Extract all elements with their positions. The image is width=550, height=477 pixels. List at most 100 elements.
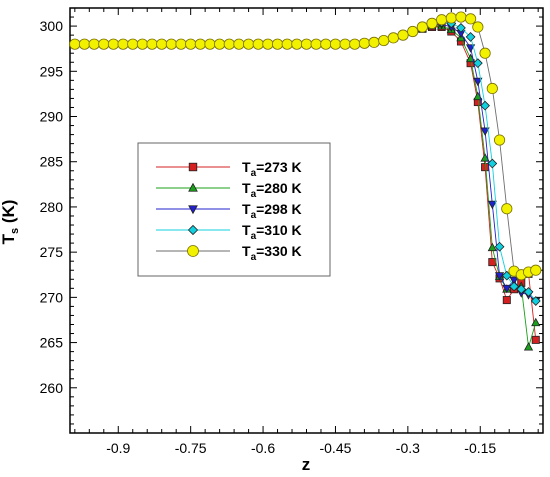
data-point xyxy=(117,38,129,50)
y-tick-label: 270 xyxy=(40,289,64,305)
data-point xyxy=(214,38,226,50)
data-point xyxy=(472,21,484,33)
x-tick-label: -0.45 xyxy=(319,440,351,456)
data-point xyxy=(531,335,540,344)
data-point xyxy=(465,13,477,25)
data-point xyxy=(487,158,498,169)
data-point xyxy=(479,47,491,59)
data-point xyxy=(502,284,512,294)
data-point xyxy=(465,44,476,53)
x-tick-label: -0.6 xyxy=(251,440,275,456)
legend-marker xyxy=(188,182,198,192)
data-point xyxy=(531,317,541,327)
data-point xyxy=(156,38,168,50)
y-axis-title-main: T xyxy=(0,233,18,244)
data-point xyxy=(252,38,264,50)
legend-item: Ta=298 K xyxy=(156,201,302,221)
data-point xyxy=(339,38,351,50)
data-point xyxy=(445,12,457,24)
data-point xyxy=(509,281,519,292)
data-point xyxy=(320,38,332,50)
data-point xyxy=(481,163,490,172)
x-tick-label: -0.75 xyxy=(175,440,207,456)
legend-item: Ta=273 K xyxy=(156,159,302,179)
data-point xyxy=(310,38,322,50)
data-point xyxy=(473,77,483,87)
data-point xyxy=(271,38,284,50)
legend-marker xyxy=(188,162,198,172)
data-point xyxy=(194,38,206,50)
data-point xyxy=(480,153,490,162)
legend-label: Ta=298 K xyxy=(242,201,302,221)
data-point xyxy=(204,38,216,50)
y-tick-label: 275 xyxy=(40,244,64,260)
data-point xyxy=(349,38,361,50)
data-point xyxy=(465,32,476,42)
data-point xyxy=(107,38,120,50)
x-tick-label: -0.9 xyxy=(106,440,130,456)
legend-item: Ta=330 K xyxy=(156,243,302,263)
legend-marker xyxy=(187,245,199,257)
data-point xyxy=(98,38,110,50)
data-point xyxy=(486,82,498,95)
data-point xyxy=(358,37,370,49)
legend-item: Ta=310 K xyxy=(156,222,302,242)
data-point xyxy=(397,29,409,41)
data-point xyxy=(291,38,303,50)
data-point xyxy=(488,258,497,267)
data-point xyxy=(387,32,399,44)
legend-marker xyxy=(187,224,199,236)
y-tick-label: 295 xyxy=(40,63,64,79)
y-tick-label: 290 xyxy=(40,109,64,125)
data-point xyxy=(407,25,419,38)
y-tick-label: 280 xyxy=(40,199,64,215)
data-point xyxy=(480,100,490,111)
legend-label: Ta=280 K xyxy=(242,180,302,200)
data-point xyxy=(233,38,245,50)
legend-label: Ta=310 K xyxy=(242,222,302,242)
data-point xyxy=(494,241,505,252)
data-point xyxy=(281,38,293,50)
data-point xyxy=(487,200,497,210)
data-point xyxy=(69,38,81,50)
y-axis-title-unit: (K) xyxy=(0,200,18,224)
data-point xyxy=(136,38,148,50)
data-point xyxy=(502,296,511,305)
data-point xyxy=(436,14,448,26)
data-point xyxy=(456,23,466,33)
y-tick-label: 285 xyxy=(40,154,64,170)
y-tick-label: 300 xyxy=(40,18,64,34)
data-point xyxy=(501,203,513,215)
series-5 xyxy=(69,11,542,281)
data-point xyxy=(175,38,187,50)
x-tick-label: -0.3 xyxy=(396,440,420,456)
y-tick-label: 265 xyxy=(40,335,64,351)
data-point xyxy=(509,276,519,286)
legend-marker xyxy=(188,205,198,215)
data-point xyxy=(78,38,91,50)
data-point xyxy=(300,38,313,50)
x-axis-title: z xyxy=(302,455,311,474)
data-point xyxy=(185,38,197,50)
data-point xyxy=(146,38,158,50)
data-point xyxy=(487,242,497,252)
data-point xyxy=(329,38,342,50)
data-point xyxy=(223,38,235,50)
data-point xyxy=(368,36,380,48)
legend-item: Ta=280 K xyxy=(156,180,302,200)
legend-label: Ta=330 K xyxy=(242,243,302,263)
y-axis-title: Ts (K) xyxy=(0,200,21,245)
series-layer xyxy=(69,11,542,351)
y-tick-label: 260 xyxy=(40,380,64,396)
data-point xyxy=(493,134,506,146)
data-point xyxy=(455,11,467,23)
data-point xyxy=(378,34,390,47)
data-point xyxy=(530,264,542,276)
y-axis-ticks: 260 265 270 275 280 285 290 295 300 xyxy=(40,7,543,425)
data-point xyxy=(426,17,438,29)
legend: Ta=273 KTa=280 KTa=298 KTa=310 KTa=330 K xyxy=(137,142,331,277)
x-tick-label: -0.15 xyxy=(464,440,496,456)
data-point xyxy=(523,287,534,297)
data-point xyxy=(88,38,100,50)
